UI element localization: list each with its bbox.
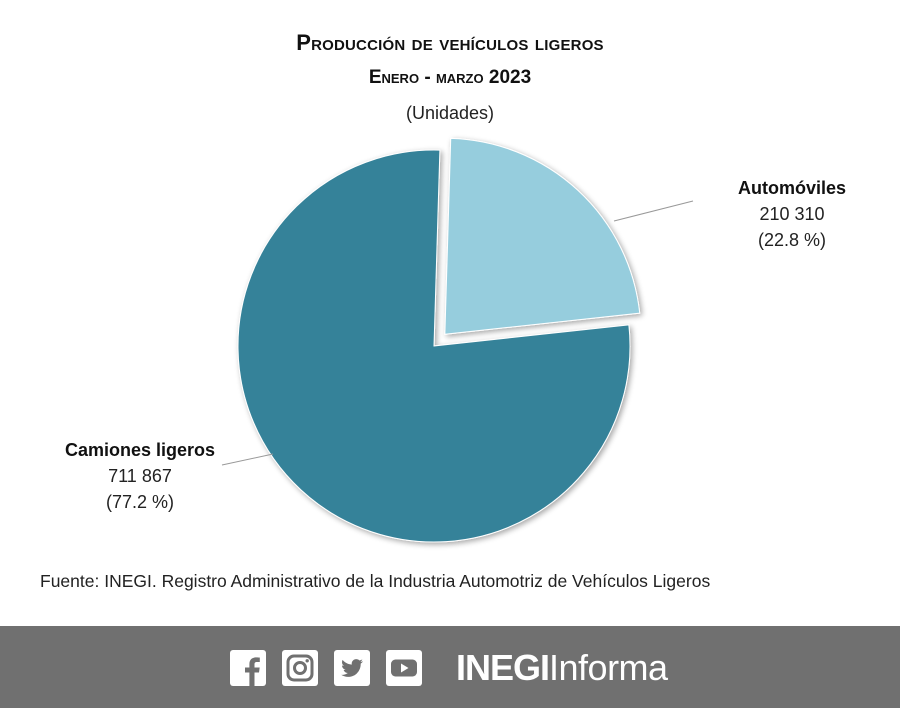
footer-bar: INEGIInforma: [0, 626, 900, 708]
chart-title: Producción de vehículos ligeros: [296, 30, 604, 55]
twitter-icon[interactable]: [334, 650, 370, 686]
footer-content: INEGIInforma: [230, 646, 668, 690]
pie-slice-automoviles: [444, 137, 641, 335]
label-automoviles-pct: (22.8 %): [757, 230, 827, 250]
label-automoviles-value: 210 310: [759, 204, 825, 224]
inegi-informa-logo: INEGIInforma: [456, 647, 668, 689]
label-automoviles-name: Automóviles: [737, 178, 847, 198]
leader-line-automoviles: [613, 200, 694, 222]
source-note: Fuente: INEGI. Registro Administrativo d…: [40, 571, 711, 591]
chart-subtitle: Enero - marzo 2023: [368, 67, 532, 88]
youtube-icon[interactable]: [386, 650, 422, 686]
instagram-icon[interactable]: [282, 650, 318, 686]
pie-slice-camiones-ligeros: [237, 149, 631, 543]
pie-chart: [221, 137, 694, 543]
facebook-icon[interactable]: [230, 650, 266, 686]
chart-units: (Unidades): [405, 103, 495, 123]
label-camiones-value: 711 867: [108, 466, 172, 486]
brand-light-text: Informa: [549, 647, 668, 688]
label-camiones-name: Camiones ligeros: [64, 440, 216, 460]
brand-bold-text: INEGI: [456, 647, 550, 688]
label-camiones-pct: (77.2 %): [105, 492, 175, 512]
leader-line-camiones: [221, 453, 274, 466]
label-camiones: Camiones ligeros 711 867 (77.2 %): [40, 437, 240, 515]
label-automoviles: Automóviles 210 310 (22.8 %): [712, 175, 872, 253]
